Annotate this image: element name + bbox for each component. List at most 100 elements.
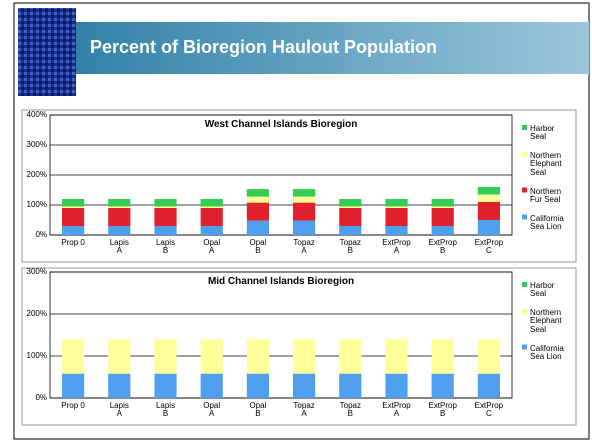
bar-segment	[431, 206, 454, 208]
legend-label: California Sea Lion	[530, 343, 564, 361]
legend-swatch	[522, 187, 527, 193]
bar-segment	[293, 202, 316, 221]
x-tick-label: ExtProp C	[474, 401, 504, 419]
bar-segment	[339, 373, 362, 398]
bar-segment	[200, 206, 223, 208]
legend-label: Northern Elephant Seal	[530, 151, 562, 177]
bar-segment	[246, 373, 269, 398]
y-tick-label: 300%	[26, 139, 47, 149]
bar-segment	[246, 220, 269, 235]
legend-label: Northern Fur Seal	[530, 186, 562, 204]
y-tick-label: 300%	[26, 266, 47, 276]
bar-segment	[339, 199, 362, 207]
bar-segment	[154, 208, 177, 226]
legend-label: Northern Elephant Seal	[530, 308, 562, 334]
bar-segment	[293, 189, 316, 197]
bar-segment	[339, 226, 362, 235]
bar-segment	[339, 208, 362, 226]
x-tick-label: Opal B	[249, 238, 267, 256]
x-tick-label: Lapis B	[155, 401, 176, 419]
bar-segment	[108, 206, 131, 208]
bar-segment	[477, 202, 500, 220]
bar-segment	[477, 187, 500, 195]
bar-segment	[62, 373, 85, 398]
y-tick-label: 200%	[26, 308, 47, 318]
x-tick-label: Topaz B	[339, 238, 361, 256]
bar-segment	[477, 339, 500, 374]
legend-swatch	[522, 214, 527, 220]
x-tick-label: Opal B	[249, 401, 267, 419]
bar-segment	[385, 208, 408, 226]
bar-segment	[154, 206, 177, 208]
bar-segment	[154, 226, 177, 235]
bar-segment	[62, 199, 85, 207]
bar-segment	[293, 373, 316, 398]
bar-segment	[431, 208, 454, 226]
bar-segment	[200, 199, 223, 207]
bar-segment	[108, 226, 131, 235]
x-tick-label: Topaz B	[339, 401, 361, 419]
legend-label: Harbor Seal	[530, 281, 555, 299]
bar-segment	[108, 339, 131, 374]
x-tick-label: Opal A	[203, 401, 221, 419]
y-tick-label: 100%	[26, 350, 47, 360]
chart-title: Mid Channel Islands Bioregion	[207, 276, 355, 287]
bar-segment	[385, 373, 408, 398]
bar-segment	[62, 339, 85, 374]
bar-segment	[339, 206, 362, 208]
x-tick-label: ExtProp A	[382, 238, 411, 256]
x-tick-label: Lapis A	[109, 401, 129, 419]
bar-segment	[431, 226, 454, 235]
bar-segment	[477, 194, 500, 202]
bar-segment	[431, 339, 454, 374]
bar-segment	[385, 199, 408, 207]
bar-segment	[154, 373, 177, 398]
x-tick-label: ExtProp A	[382, 401, 411, 419]
bar-segment	[62, 208, 85, 226]
bar-segment	[108, 373, 131, 398]
bar-segment	[339, 339, 362, 374]
bar-segment	[108, 199, 131, 207]
bar-segment	[62, 206, 85, 208]
x-tick-label: Topaz A	[293, 401, 315, 419]
bar-segment	[154, 339, 177, 374]
bar-segment	[62, 226, 85, 235]
x-tick-label: Prop 0	[61, 401, 85, 410]
legend-swatch	[522, 282, 527, 287]
legend-swatch	[522, 152, 527, 157]
bar-segment	[431, 373, 454, 398]
y-tick-label: 0%	[35, 392, 47, 402]
bar-segment	[477, 220, 500, 235]
x-tick-label: Lapis A	[109, 238, 129, 256]
legend-label: California Sea Lion	[530, 213, 564, 231]
bar-segment	[200, 208, 223, 226]
x-tick-label: ExtProp C	[474, 238, 504, 256]
bar-segment	[200, 373, 223, 398]
legend-swatch	[522, 309, 527, 314]
bar-segment	[385, 206, 408, 208]
x-tick-label: ExtProp B	[428, 401, 457, 419]
legend-swatch	[522, 344, 527, 350]
bar-segment	[293, 196, 316, 203]
slide-title: Percent of Bioregion Haulout Population	[90, 37, 438, 57]
x-tick-label: ExtProp B	[428, 238, 457, 256]
bar-segment	[293, 339, 316, 374]
x-tick-label: Opal A	[203, 238, 221, 256]
x-tick-label: Lapis B	[155, 238, 176, 256]
bar-segment	[385, 339, 408, 374]
legend-label: Harbor Seal	[530, 124, 555, 142]
x-tick-label: Prop 0	[61, 238, 85, 247]
header-bar	[60, 22, 589, 74]
bar-segment	[293, 220, 316, 235]
legend-swatch	[522, 125, 527, 130]
bar-segment	[200, 339, 223, 374]
bar-segment	[246, 339, 269, 374]
bar-segment	[154, 199, 177, 207]
y-tick-label: 0%	[35, 229, 47, 239]
bar-segment	[246, 189, 269, 197]
bar-segment	[431, 199, 454, 207]
header-image	[18, 8, 76, 96]
y-tick-label: 400%	[26, 109, 47, 119]
